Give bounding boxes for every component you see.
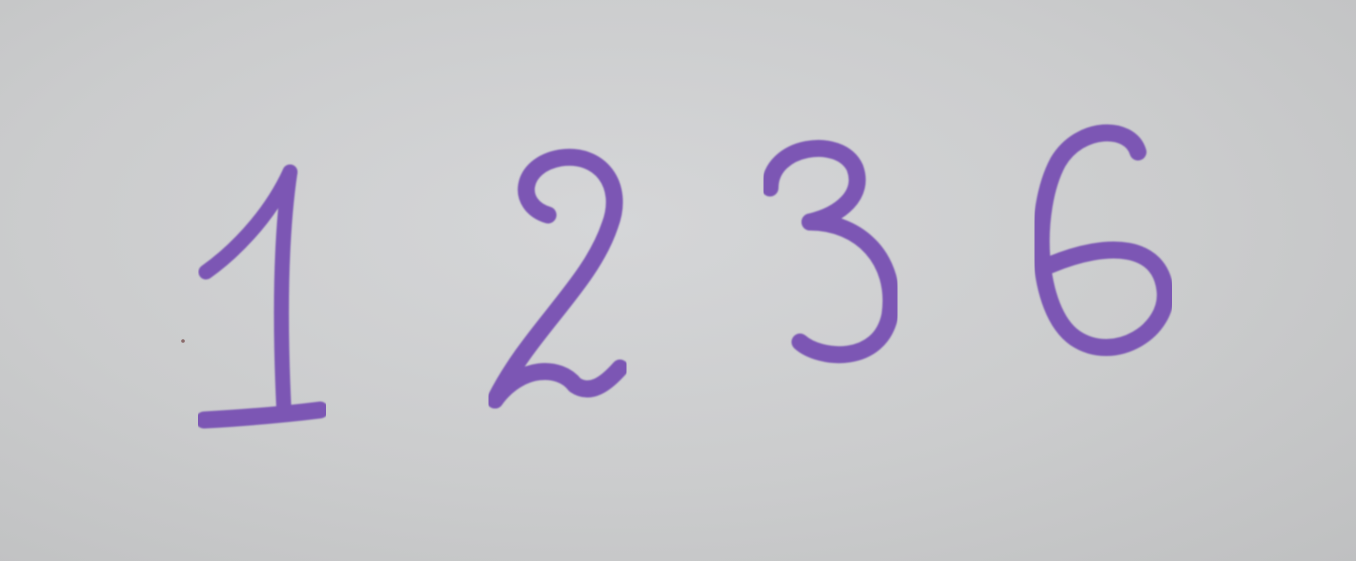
paper-speck bbox=[181, 339, 185, 343]
digit-1 bbox=[195, 164, 329, 429]
digit-6 bbox=[1032, 124, 1174, 356]
digit-2 bbox=[486, 148, 629, 409]
digit-3 bbox=[761, 139, 900, 364]
